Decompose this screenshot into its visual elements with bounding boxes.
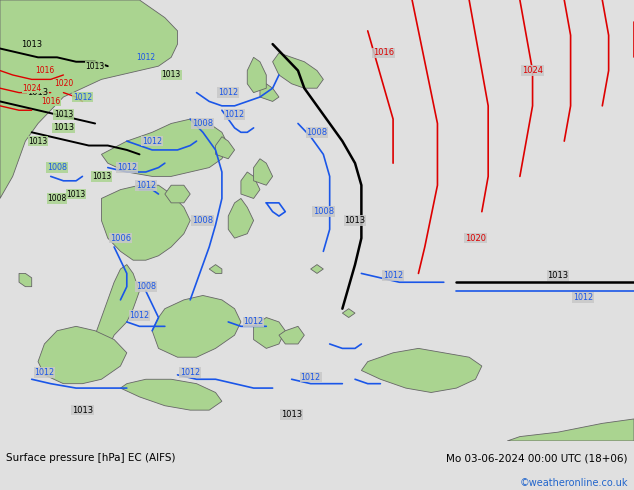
Text: 1012: 1012: [136, 53, 155, 62]
Text: 1012: 1012: [73, 93, 92, 101]
Text: 1006: 1006: [110, 234, 131, 243]
Text: 1012: 1012: [129, 311, 150, 320]
Polygon shape: [507, 419, 634, 441]
Text: Mo 03-06-2024 00:00 UTC (18+06): Mo 03-06-2024 00:00 UTC (18+06): [446, 453, 628, 463]
Polygon shape: [247, 57, 266, 93]
Text: 1008: 1008: [48, 194, 67, 203]
Polygon shape: [120, 379, 222, 410]
Polygon shape: [228, 198, 254, 238]
Polygon shape: [342, 309, 355, 318]
Polygon shape: [152, 295, 241, 357]
Text: 1012: 1012: [383, 271, 403, 280]
Polygon shape: [19, 273, 32, 287]
Text: 1012: 1012: [573, 293, 593, 302]
Polygon shape: [311, 265, 323, 273]
Text: 1013: 1013: [54, 110, 73, 119]
Text: Surface pressure [hPa] EC (AIFS): Surface pressure [hPa] EC (AIFS): [6, 453, 176, 463]
Text: 1013: 1013: [29, 137, 48, 146]
Text: 1012: 1012: [301, 372, 321, 382]
Text: 1008: 1008: [47, 163, 67, 172]
Polygon shape: [101, 119, 228, 176]
Text: 1012: 1012: [180, 368, 200, 377]
Text: 1013: 1013: [344, 216, 366, 225]
Polygon shape: [0, 0, 178, 198]
Text: 1013: 1013: [67, 190, 86, 198]
Polygon shape: [361, 348, 482, 392]
Text: 1013: 1013: [162, 71, 181, 79]
Text: 1012: 1012: [218, 88, 238, 97]
Text: 1013: 1013: [547, 271, 569, 280]
Text: 1008: 1008: [313, 207, 334, 216]
Text: 1013: 1013: [27, 88, 49, 97]
Polygon shape: [241, 172, 260, 198]
Polygon shape: [216, 137, 235, 159]
Text: 1013: 1013: [53, 123, 74, 132]
Text: 1024: 1024: [522, 66, 543, 75]
Text: 1013: 1013: [86, 62, 105, 71]
Polygon shape: [273, 53, 323, 88]
Text: 1008: 1008: [192, 119, 214, 128]
Polygon shape: [279, 326, 304, 344]
Text: 1012: 1012: [243, 318, 264, 326]
Text: 1012: 1012: [142, 137, 162, 146]
Polygon shape: [254, 318, 285, 348]
Polygon shape: [38, 326, 127, 384]
Text: 1013: 1013: [21, 40, 42, 49]
Text: 1012: 1012: [224, 110, 245, 119]
Text: 1020: 1020: [465, 234, 486, 243]
Text: 1020: 1020: [54, 79, 73, 88]
Text: 1013: 1013: [92, 172, 111, 181]
Text: 1016: 1016: [373, 49, 394, 57]
Polygon shape: [260, 84, 279, 101]
Text: 1012: 1012: [136, 181, 156, 190]
Polygon shape: [101, 185, 190, 260]
Text: 1008: 1008: [192, 216, 214, 225]
Text: 1008: 1008: [306, 128, 328, 137]
Text: 1012: 1012: [34, 368, 55, 377]
Polygon shape: [95, 265, 139, 357]
Text: 1016: 1016: [41, 97, 60, 106]
Text: 1008: 1008: [136, 282, 156, 291]
Text: ©weatheronline.co.uk: ©weatheronline.co.uk: [519, 478, 628, 488]
Text: 1016: 1016: [35, 66, 54, 75]
Polygon shape: [0, 0, 95, 35]
Text: 1013: 1013: [281, 410, 302, 419]
Polygon shape: [165, 185, 190, 203]
Text: 1013: 1013: [72, 406, 93, 415]
Text: 1024: 1024: [22, 84, 41, 93]
Polygon shape: [209, 265, 222, 273]
Polygon shape: [254, 159, 273, 185]
Text: 1012: 1012: [117, 163, 137, 172]
